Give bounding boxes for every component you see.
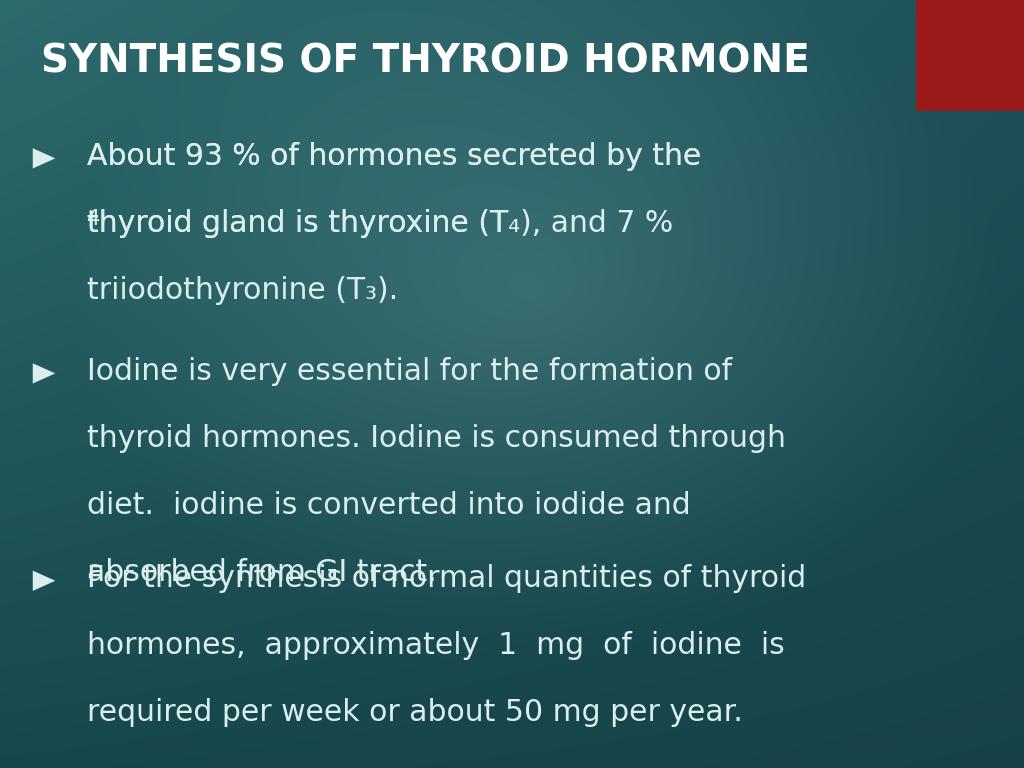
Text: diet.  iodine is converted into iodide and: diet. iodine is converted into iodide an…: [87, 491, 691, 520]
Text: Iodine is very essential for the formation of: Iodine is very essential for the formati…: [87, 357, 732, 386]
Polygon shape: [33, 571, 55, 591]
Text: SYNTHESIS OF THYROID HORMONE: SYNTHESIS OF THYROID HORMONE: [41, 42, 810, 80]
Text: hormones,  approximately  1  mg  of  iodine  is: hormones, approximately 1 mg of iodine i…: [87, 631, 784, 660]
Text: thyroid gland is thyroxine (T: thyroid gland is thyroxine (T: [87, 209, 508, 238]
Text: thyroid gland is thyroxine (T₄), and 7 %: thyroid gland is thyroxine (T₄), and 7 %: [87, 209, 674, 238]
Text: required per week or about 50 mg per year.: required per week or about 50 mg per yea…: [87, 698, 743, 727]
Text: 4: 4: [87, 209, 100, 229]
Text: triiodothyronine (T₃).: triiodothyronine (T₃).: [87, 276, 398, 305]
Bar: [916, 0, 1024, 111]
Text: About 93 % of hormones secreted by the: About 93 % of hormones secreted by the: [87, 142, 701, 171]
Polygon shape: [33, 363, 55, 383]
Text: For the synthesis of normal quantities of thyroid: For the synthesis of normal quantities o…: [87, 564, 806, 594]
Polygon shape: [33, 148, 55, 168]
Text: thyroid hormones. Iodine is consumed through: thyroid hormones. Iodine is consumed thr…: [87, 424, 785, 453]
Text: About 93 % of hormones secreted by the: About 93 % of hormones secreted by the: [87, 142, 701, 171]
Text: absorbed from GI tract.: absorbed from GI tract.: [87, 558, 437, 587]
